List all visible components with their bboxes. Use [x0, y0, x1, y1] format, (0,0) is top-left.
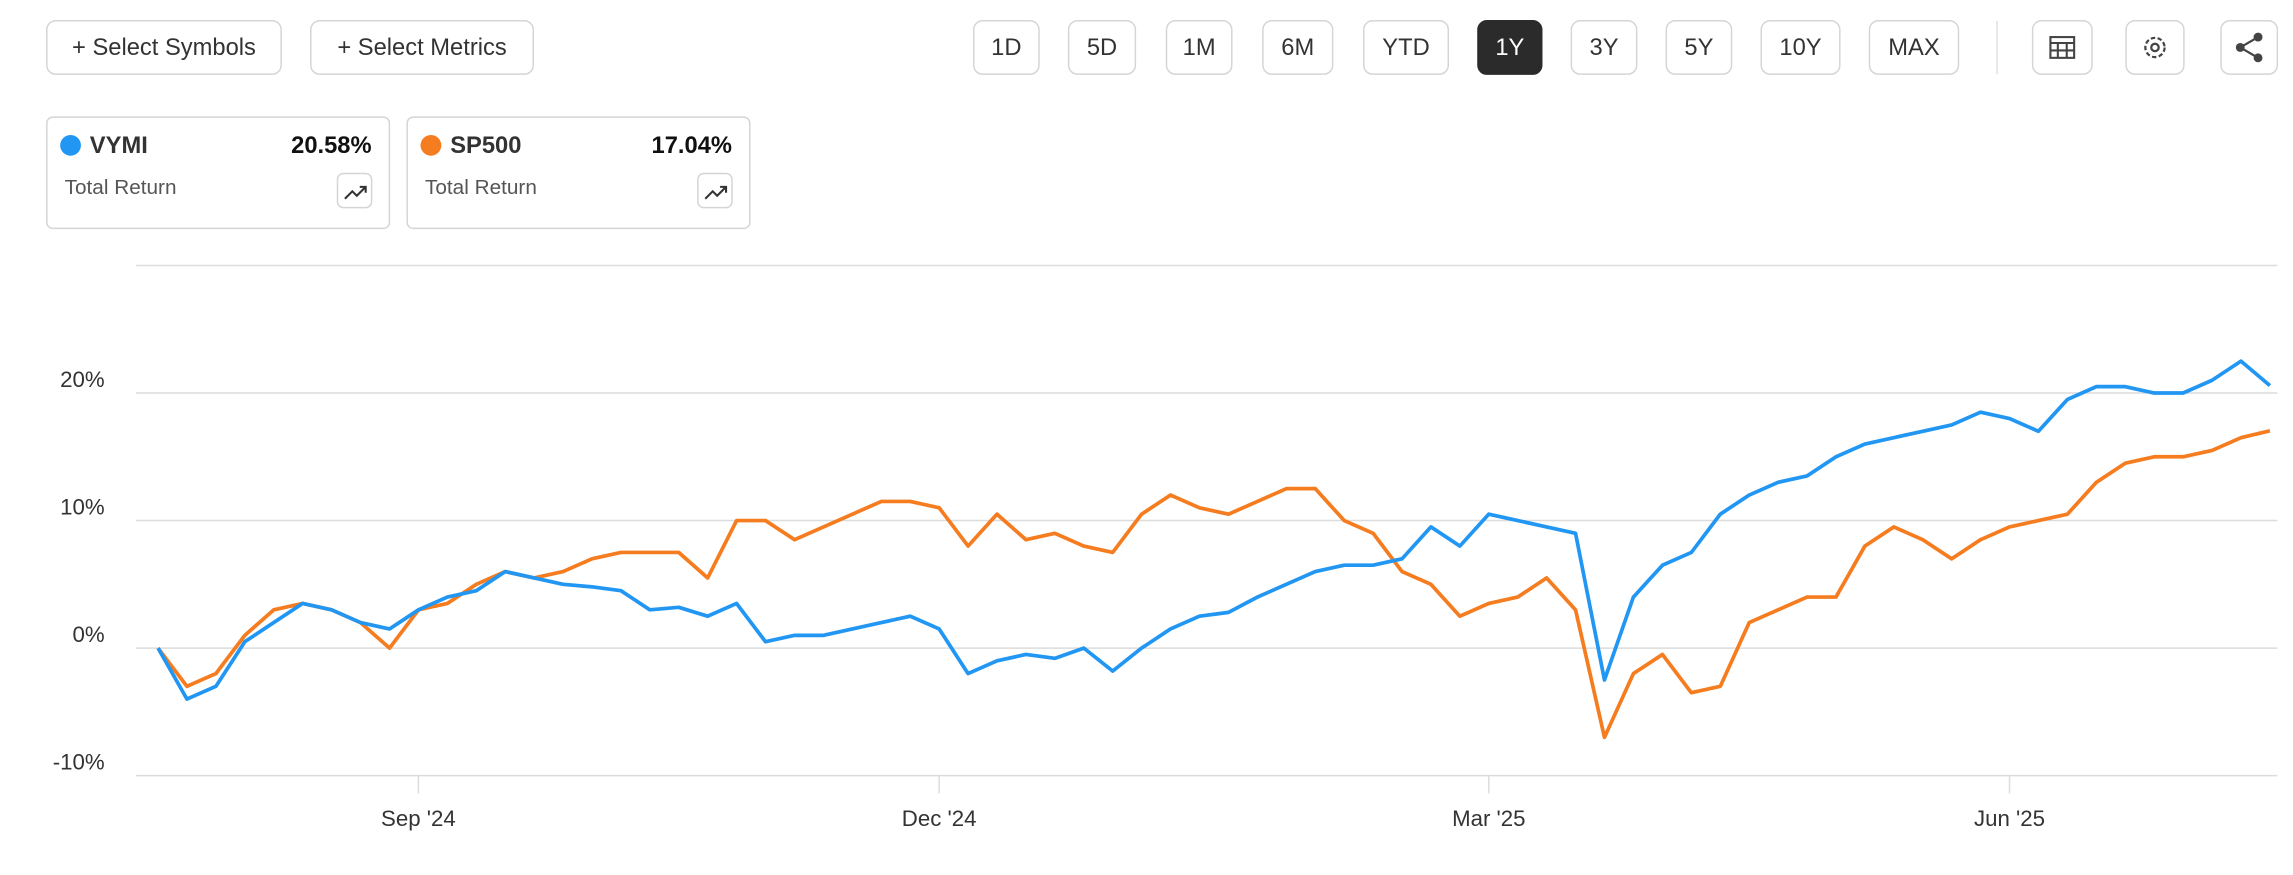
period-button[interactable]	[1165, 20, 1233, 75]
y-tick-label: 20%	[60, 367, 105, 392]
share-button[interactable]	[2220, 20, 2279, 75]
period-button[interactable]	[1570, 20, 1638, 75]
period-label[interactable]: 5D	[1087, 35, 1117, 61]
series-line	[156, 429, 2271, 740]
period-button[interactable]	[972, 20, 1040, 75]
card-metric: Total Return	[65, 176, 177, 199]
legend-dot	[60, 134, 81, 156]
settings-icon	[2144, 36, 2166, 59]
card-chart-button[interactable]	[336, 172, 373, 209]
period-button[interactable]	[1262, 20, 1334, 75]
period-label[interactable]: 6M	[1281, 35, 1314, 61]
card-value: 20.58%	[291, 133, 371, 159]
table-icon	[2049, 36, 2076, 59]
select-metrics-button[interactable]	[310, 20, 534, 75]
period-label[interactable]: 10Y	[1779, 35, 1821, 61]
x-tick-label: Jun '25	[1974, 806, 2045, 831]
period-button[interactable]	[1477, 20, 1543, 75]
period-button[interactable]	[1868, 20, 1960, 75]
period-button[interactable]	[1665, 20, 1733, 75]
period-label[interactable]: MAX	[1888, 35, 1940, 61]
period-label[interactable]: 1D	[991, 35, 1021, 61]
card-chart-button[interactable]	[697, 172, 733, 209]
legend-dot	[420, 134, 442, 156]
share-icon	[2235, 32, 2263, 63]
period-label[interactable]: 5Y	[1684, 35, 1713, 61]
period-button[interactable]	[1363, 20, 1450, 75]
period-button[interactable]	[1067, 20, 1137, 75]
table-button[interactable]	[2031, 20, 2093, 75]
x-tick-label: Sep '24	[381, 806, 456, 831]
x-tick-label: Dec '24	[902, 806, 977, 831]
settings-button[interactable]	[2125, 20, 2185, 75]
legend-card	[46, 116, 391, 230]
card-chart-icon	[704, 185, 728, 200]
series-line	[156, 359, 2272, 701]
period-label[interactable]: 1Y	[1495, 35, 1524, 61]
select-metrics-label[interactable]: + Select Metrics	[337, 35, 506, 61]
y-tick-label: 0%	[73, 622, 105, 647]
y-tick-label: -10%	[53, 750, 105, 775]
toolbar: + Select Symbols + Select Metrics	[46, 20, 2279, 75]
select-symbols-label[interactable]: + Select Symbols	[72, 35, 256, 61]
card-metric: Total Return	[425, 176, 537, 199]
card-symbol: SP500	[450, 133, 521, 159]
period-label[interactable]: 3Y	[1590, 35, 1619, 61]
legend-card	[406, 116, 751, 230]
card-value: 17.04%	[652, 133, 732, 159]
card-symbol: VYMI	[90, 133, 148, 159]
period-label[interactable]: YTD	[1382, 35, 1429, 61]
card-chart-icon	[344, 185, 367, 200]
select-symbols-button[interactable]	[46, 20, 282, 75]
period-button[interactable]	[1760, 20, 1841, 75]
period-label[interactable]: 1M	[1183, 35, 1216, 61]
y-tick-label: 10%	[60, 495, 105, 520]
x-tick-label: Mar '25	[1452, 806, 1525, 831]
